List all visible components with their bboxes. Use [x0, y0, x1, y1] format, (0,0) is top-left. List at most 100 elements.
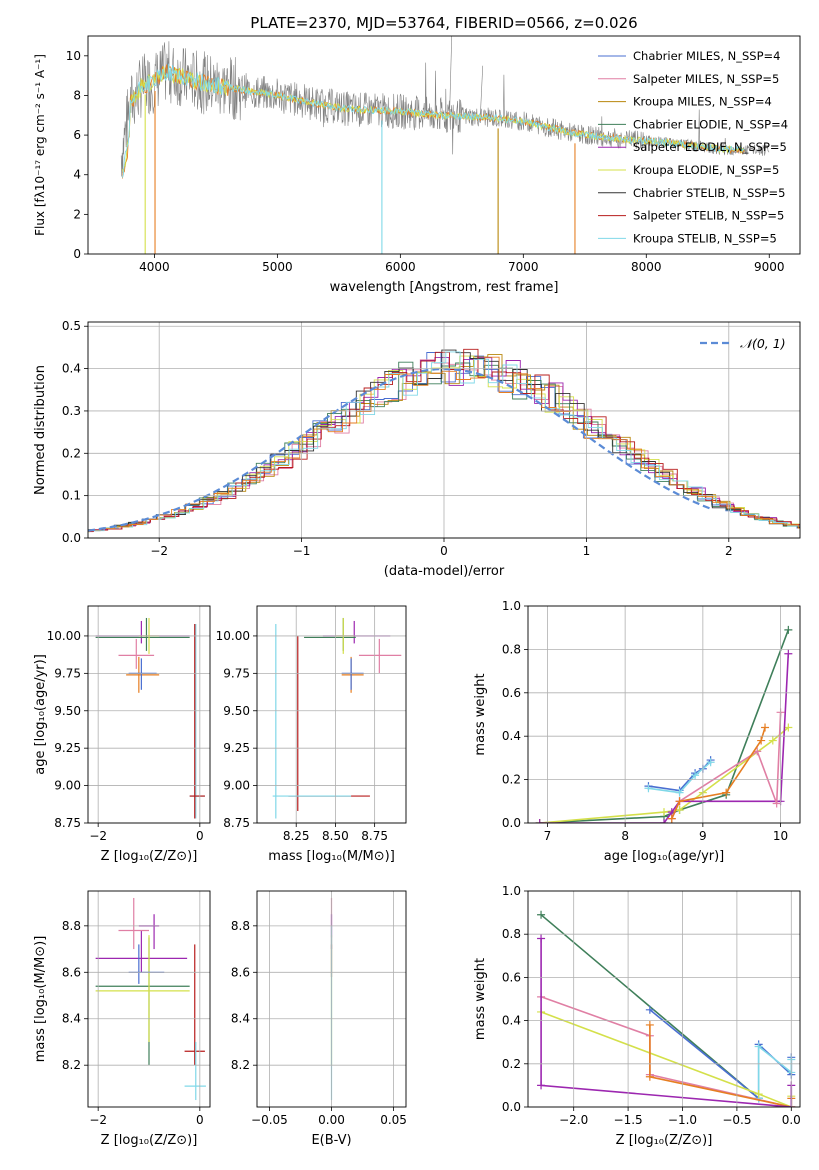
x-tick-label: −1 [293, 544, 311, 558]
legend: 𝒩(0, 1) [700, 336, 786, 351]
plot-area [537, 910, 796, 1107]
weight-marker [644, 784, 653, 793]
y-tick-label: 0.0 [502, 1100, 521, 1114]
weight-marker [675, 788, 684, 797]
y-tick-label: 8.6 [62, 965, 81, 979]
x-axis-label: Z [log₁₀(Z/Z⊙)] [101, 1133, 198, 1148]
histogram-series [88, 348, 800, 532]
x-tick-label: 9 [699, 829, 707, 843]
panel-5: 7 8 9 10 0.0 0.2 0.4 0.6 0.8 1.0 age [log₁₀(age/yr… [473, 599, 801, 864]
weight-marker [754, 1042, 763, 1051]
y-tick-label: 10.00 [216, 629, 250, 643]
legend-entry: Chabrier ELODIE, N_SSP=4 [633, 117, 788, 131]
data-point [95, 617, 190, 651]
y-tick-label: 0.4 [62, 362, 81, 376]
y-tick-label: 9.00 [54, 779, 81, 793]
data-point [128, 658, 157, 690]
weight-marker [757, 736, 766, 745]
axes-frame [87, 321, 801, 539]
y-tick-label: 0.8 [502, 927, 521, 941]
x-axis-label: age [log₁₀(age/yr)] [604, 849, 725, 864]
x-tick-label: 1 [583, 544, 591, 558]
y-tick-label: 0.6 [502, 970, 521, 984]
data-spectrum-line [120, 41, 770, 177]
y-axis-label: age [log₁₀(age/yr)] [33, 654, 48, 775]
legend-entry: Salpeter STELIB, N_SSP=5 [633, 209, 784, 223]
x-axis-label: (data-model)/error [384, 564, 505, 579]
histogram-series [88, 351, 800, 532]
y-tick-label: 9.50 [223, 704, 250, 718]
data-point [304, 617, 356, 651]
y-tick-label: 0.0 [62, 531, 81, 545]
axes-frame [527, 890, 801, 1108]
weight-marker [660, 808, 668, 817]
weight-marker [675, 805, 684, 814]
data-point [341, 656, 364, 693]
y-tick-label: 9.25 [223, 741, 250, 755]
y-tick-label: 9.75 [54, 666, 81, 680]
weight-line [649, 1009, 793, 1101]
legend-entry: Kroupa STELIB, N_SSP=5 [633, 231, 777, 245]
weight-marker [537, 934, 546, 943]
weight-marker [784, 625, 793, 634]
x-tick-label: 0 [196, 829, 204, 843]
weight-marker [645, 1005, 654, 1014]
y-tick-label: 0.5 [62, 319, 81, 333]
y-tick-label: 0.4 [502, 1014, 521, 1028]
legend-entry: Salpeter MILES, N_SSP=5 [633, 72, 779, 86]
x-tick-label: −2.0 [559, 1113, 588, 1127]
x-axis-label: E(B-V) [311, 1133, 351, 1148]
histogram-series [88, 361, 800, 531]
weight-marker [660, 819, 668, 823]
y-tick-label: 0.4 [502, 729, 521, 743]
data-spectrum-spike [479, 65, 484, 118]
y-tick-label: 6 [73, 128, 81, 142]
y-axis-label: mass weight [473, 958, 488, 1040]
histogram-series [88, 356, 800, 531]
plot-area [88, 348, 800, 533]
data-point [118, 638, 155, 669]
axes-frame [256, 890, 407, 1108]
plot-area [95, 897, 206, 1101]
data-point [184, 944, 205, 1066]
x-tick-label: −0.05 [251, 1113, 288, 1127]
y-tick-label: 10.00 [47, 629, 81, 643]
weight-line [540, 996, 792, 1107]
x-tick-label: 8.25 [283, 829, 310, 843]
weight-marker [537, 1081, 546, 1090]
panel-6: −2 0 8.2 8.4 8.6 8.8 Z [log₁₀(Z/Z⊙)] mass [log₁… [33, 890, 211, 1148]
y-axis-label: Flux [fλ10⁻¹⁷ erg cm⁻² s⁻¹ A⁻¹] [33, 54, 47, 236]
y-tick-label: 1.0 [502, 884, 521, 898]
y-tick-label: 4 [73, 168, 81, 182]
y-tick-label: 8.8 [231, 919, 250, 933]
y-tick-label: 1.0 [502, 599, 521, 613]
panel-4: 8.25 8.50 8.75 8.75 9.00 9.25 9.50 9.75 10.00 mas… [216, 605, 407, 864]
x-tick-label: 7000 [508, 260, 539, 274]
y-tick-label: 0.3 [62, 404, 81, 418]
data-point [272, 623, 352, 819]
data-point [95, 930, 188, 973]
weight-marker [772, 799, 781, 808]
plot-area [535, 625, 793, 823]
x-tick-label: 8 [621, 829, 629, 843]
y-tick-label: 0.8 [502, 642, 521, 656]
x-tick-label: 0.0 [782, 1113, 801, 1127]
weight-marker [754, 1090, 763, 1099]
panel-8: −2.0 −1.5 −1.0 −0.5 0.0 0.0 0.2 0.4 0.6 0.8 1.0 Z [… [473, 884, 801, 1148]
x-tick-label: 9000 [754, 260, 785, 274]
weight-series [754, 1042, 796, 1103]
data-point [189, 623, 205, 819]
chart-title: PLATE=2370, MJD=53764, FIBERID=0566, z=0… [250, 14, 637, 32]
y-tick-label: 10 [66, 49, 81, 63]
panel-3: −2 0 8.75 9.00 9.25 9.50 9.75 10.00 Z [log₁₀(Z/Z… [33, 605, 211, 864]
data-spectrum-spike [449, 36, 453, 116]
weight-marker [784, 649, 793, 658]
data-point [322, 620, 391, 644]
x-axis-label: mass [log₁₀(M/M⊙)] [268, 849, 395, 864]
y-tick-label: 8.4 [62, 1012, 81, 1026]
data-point [184, 1041, 206, 1101]
x-tick-label: 10 [773, 829, 788, 843]
x-tick-label: 0 [196, 1113, 204, 1127]
x-tick-label: 0.05 [380, 1113, 407, 1127]
